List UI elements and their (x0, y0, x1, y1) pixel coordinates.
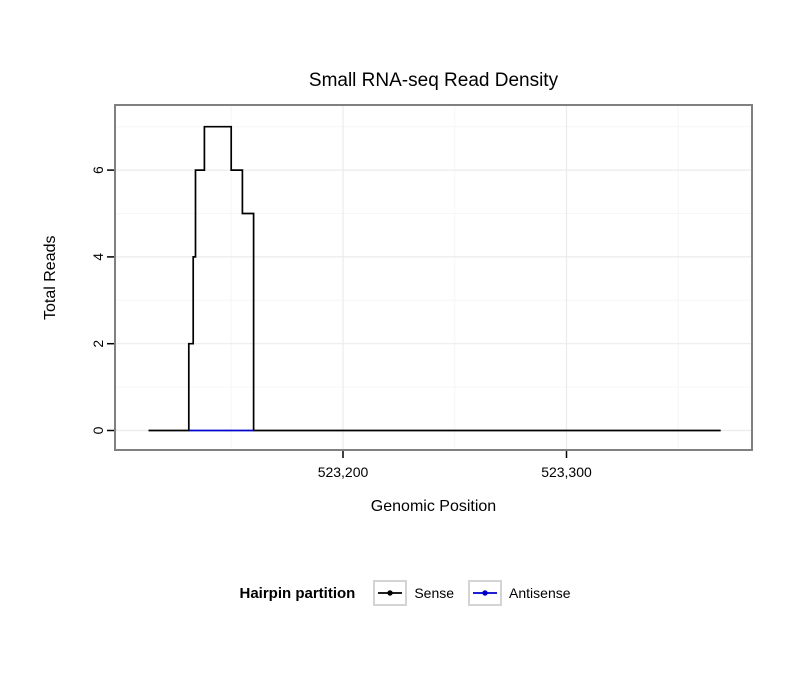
y-tick-label: 6 (90, 166, 106, 174)
chart-title: Small RNA-seq Read Density (308, 70, 559, 91)
legend-label-antisense: Antisense (509, 585, 571, 601)
x-tick-label: 523,200 (318, 464, 369, 480)
legend-label-sense: Sense (414, 585, 455, 601)
panel-background (115, 105, 752, 450)
series-sense (148, 125, 721, 432)
x-axis-title: Genomic Position (370, 498, 497, 515)
panel-border (114, 104, 753, 451)
legend-title: Hairpin partition (239, 584, 356, 602)
legend-key-antisense-icon (468, 580, 503, 606)
x-tick-label: 523,300 (541, 464, 592, 480)
y-tick-label: 2 (90, 340, 106, 348)
legend-item-sense: Sense (373, 580, 454, 606)
plot-area: 523,200 523,300 0 2 4 6 (90, 104, 753, 480)
legend-item-antisense: Antisense (468, 580, 571, 606)
legend-items: Sense Antisense (373, 580, 571, 606)
y-tick-label: 4 (90, 253, 106, 261)
y-tick-label: 0 (90, 426, 106, 434)
legend: Hairpin partition Sense Antisense (0, 580, 810, 606)
legend-key-sense-icon (373, 580, 408, 606)
